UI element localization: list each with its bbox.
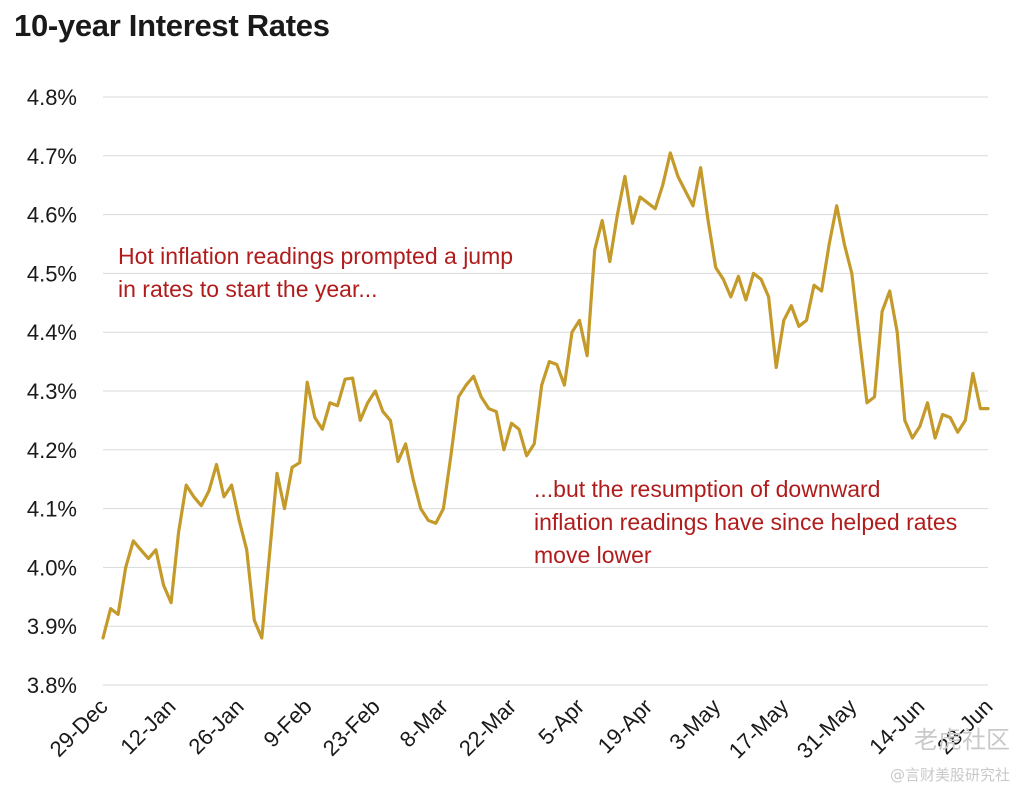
x-tick-label: 29-Dec — [45, 694, 113, 762]
x-tick-label: 5-Apr — [533, 694, 589, 750]
y-tick-label: 4.0% — [27, 555, 77, 580]
y-tick-label: 4.2% — [27, 438, 77, 463]
watermark-handle: @言财美股研究社 — [889, 766, 1010, 784]
annotation-rates-lower: ...but the resumption of downward inflat… — [534, 476, 958, 568]
x-tick-label: 26-Jan — [183, 694, 248, 759]
y-tick-label: 4.1% — [27, 497, 77, 522]
x-tick-label: 8-Mar — [395, 694, 453, 752]
annotation-inflation-jump: Hot inflation readings prompted a jump i… — [118, 243, 514, 302]
x-tick-label: 3-May — [664, 694, 725, 755]
watermark-logo-text: 老虎社区 — [914, 726, 1010, 754]
gridlines — [103, 96, 988, 686]
x-tick-label: 22-Mar — [454, 694, 521, 761]
x-tick-label: 19-Apr — [593, 694, 657, 758]
chart-title: 10-year Interest Rates — [14, 8, 330, 43]
y-tick-label: 4.3% — [27, 379, 77, 404]
series-line-10yr-rate — [101, 151, 990, 640]
y-tick-label: 3.8% — [27, 673, 77, 698]
y-tick-label: 4.4% — [27, 320, 77, 345]
y-tick-label: 4.8% — [27, 85, 77, 110]
x-tick-label: 31-May — [792, 694, 862, 764]
y-tick-label: 3.9% — [27, 614, 77, 639]
y-tick-label: 4.5% — [27, 261, 77, 286]
y-tick-label: 4.7% — [27, 144, 77, 169]
y-tick-label: 4.6% — [27, 203, 77, 228]
x-axis-ticks: 29-Dec 12-Jan 26-Jan 9-Feb 23-Feb 8-Mar 22-Mar… — [45, 694, 998, 764]
y-axis-ticks: 3.8% 3.9% 4.0% 4.1% 4.2% 4.3% 4.4% 4.5% 4.6% 4.7%… — [27, 85, 77, 698]
series-layer — [101, 151, 990, 640]
x-tick-label: 23-Feb — [318, 694, 385, 761]
x-tick-label: 9-Feb — [258, 694, 316, 752]
x-tick-label: 17-May — [724, 694, 794, 764]
x-tick-label: 12-Jan — [115, 694, 180, 759]
